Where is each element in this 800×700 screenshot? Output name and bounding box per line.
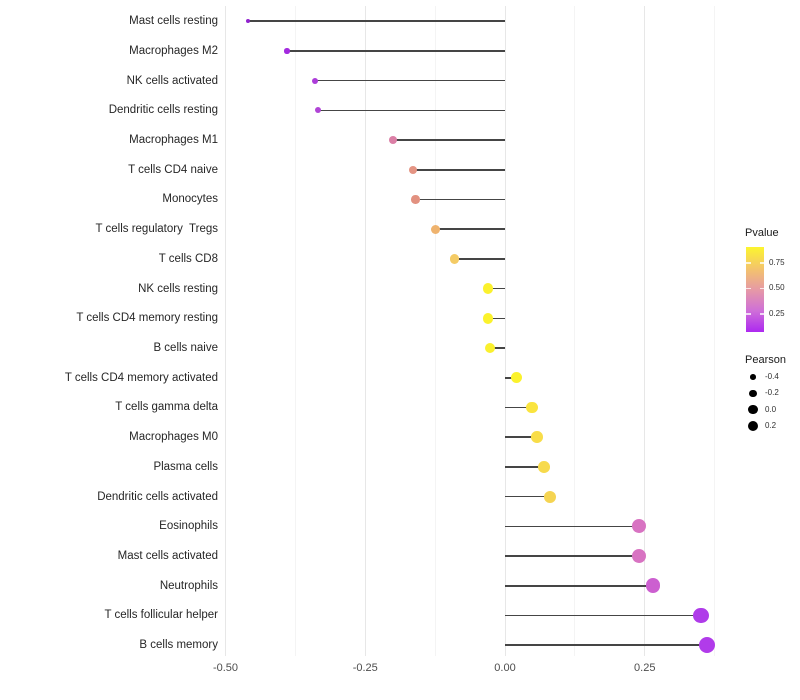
lollipop-stem [505,436,537,438]
lollipop-dot [449,254,460,264]
category-label: NK cells resting [138,282,218,295]
colorbar-tick-mark [759,262,764,264]
pearson-legend-title: Pearson [745,354,786,366]
category-label: T cells regulatory Tregs [95,223,218,236]
size-legend-label: -0.2 [765,388,779,398]
gridline-minor [714,6,716,656]
category-label: Mast cells resting [129,15,218,28]
colorbar-tick-mark [746,262,751,264]
category-label: T cells CD4 naive [128,163,218,176]
gridline-major [364,6,366,656]
colorbar-tick-mark [759,287,764,290]
size-legend-label: -0.4 [765,372,779,381]
lollipop-stem [489,347,505,349]
colorbar-tick-mark [746,313,751,315]
lollipop-dot [408,165,417,174]
lollipop-stem [505,555,640,557]
colorbar-tick-label: 0.75 [769,258,785,268]
size-legend-dot [749,389,757,398]
lollipop-stem [505,584,654,587]
category-label: Macrophages M1 [129,134,218,147]
lollipop-dot [692,607,709,624]
colorbar-tick-label: 0.25 [769,308,785,318]
lollipop-dot [311,77,318,84]
lollipop-stem [435,228,505,230]
lollipop-stem [505,525,640,528]
category-label: T cells gamma delta [115,401,218,414]
category-label: T cells CD4 memory resting [76,312,218,325]
lollipop-dot [411,195,420,204]
lollipop-dot [389,136,398,145]
lollipop-stem [505,376,517,379]
lollipop-stem [488,287,505,290]
lollipop-stem [415,198,505,201]
lollipop-stem [247,20,505,22]
lollipop-stem [412,168,505,171]
lollipop-stem [286,50,505,52]
lollipop-dot [483,283,494,294]
category-label: Neutrophils [159,579,218,592]
x-tick-label: -0.25 [352,662,378,674]
lollipop-dot [531,431,543,443]
gridline-major [644,6,646,656]
lollipop-stem [314,79,505,82]
category-label: NK cells activated [126,74,218,87]
size-legend-label: 0.0 [765,404,777,414]
gridline-minor [294,6,296,656]
gridline-minor [434,6,436,656]
lollipop-stem [317,109,505,112]
lollipop-dot [632,548,647,564]
gridline-major [225,6,226,656]
lollipop-dot [543,490,556,503]
size-legend-dot [750,374,756,380]
gridline-major [504,6,506,656]
x-tick-label: -0.50 [212,662,239,674]
lollipop-dot [632,519,647,534]
size-legend-dot [748,405,758,415]
lollipop-dot [538,460,551,473]
lollipop-dot [484,342,496,354]
lollipop-dot [699,637,716,654]
lollipop-dot [245,19,250,24]
colorbar-tick-mark [759,313,764,315]
lollipop-stem [488,317,505,320]
category-label: Mast cells activated [117,550,218,563]
category-label: Plasma cells [153,460,218,473]
lollipop-dot [645,578,661,594]
category-label: T cells CD4 memory activated [64,371,218,384]
category-label: Monocytes [162,193,218,206]
category-label: Eosinophils [159,520,218,533]
category-label: Dendritic cells activated [97,490,218,503]
lollipop-stem [505,495,550,498]
category-label: T cells CD8 [158,252,218,265]
lollipop-stem [505,406,532,409]
category-label: B cells naive [153,342,218,355]
category-label: B cells memory [139,639,218,652]
lollipop-dot [284,48,290,54]
colorbar-tick-mark [746,287,751,290]
pvalue-colorbar [746,247,764,332]
lollipop-dot [430,224,440,234]
lollipop-stem [454,258,505,260]
lollipop-dot [314,107,321,114]
lollipop-stem [505,466,545,468]
lollipop-stem [505,614,701,617]
lollipop-stem [505,644,708,646]
lollipop-dot [483,313,494,324]
x-tick-label: 0.00 [494,662,516,674]
size-legend-label: 0.2 [765,420,777,430]
gridline-minor [574,6,576,656]
category-label: Macrophages M0 [129,431,218,444]
size-legend-dot [747,420,759,432]
lollipop-dot [526,401,538,414]
pvalue-legend-title: Pvalue [745,227,779,239]
lollipop-dot [511,372,523,384]
x-tick-label: 0.25 [634,662,656,674]
lollipop-stem [393,139,505,141]
category-label: Dendritic cells resting [108,104,218,117]
category-label: Macrophages M2 [129,44,218,57]
category-label: T cells follicular helper [104,609,218,622]
colorbar-tick-label: 0.50 [769,283,785,293]
